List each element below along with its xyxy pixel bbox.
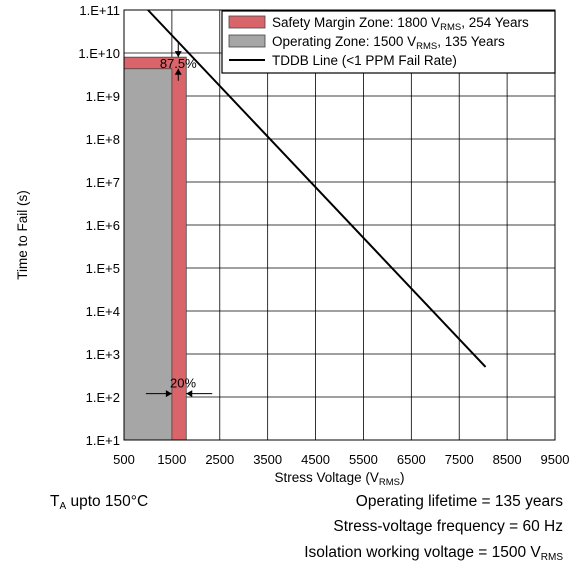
plot-frame — [123, 9, 556, 441]
y-tick-label-1.E+9: 1.E+9 — [86, 89, 120, 104]
tddb-line — [147, 9, 487, 368]
note-ta-prefix: T — [50, 493, 60, 510]
legend-swatch-1 — [228, 34, 266, 48]
dim-87-up-arrow — [174, 68, 182, 75]
dim-20-right-arrow — [165, 390, 172, 398]
x-tick-label-9500: 9500 — [541, 452, 570, 467]
note-iso-prefix: Isolation working voltage = 1500 V — [304, 544, 541, 561]
legend-box — [221, 10, 556, 74]
y-tick-label-1.E+7: 1.E+7 — [86, 175, 120, 190]
y-tick-label-1.E+10: 1.E+10 — [78, 46, 120, 61]
note-ta-rest: upto 150°C — [66, 493, 149, 510]
tddb-chart: 500 1500 2500 3500 4500 5500 6500 7500 8500 9500 … — [15, 3, 569, 488]
note-stress-frequency: Stress-voltage frequency = 60 Hz — [333, 518, 563, 535]
x-tick-label-5500: 5500 — [349, 452, 378, 467]
zones — [123, 56, 187, 441]
y-tick-label-1.E+6: 1.E+6 — [86, 218, 120, 233]
annotation-87-5-percent: 87.5% — [160, 56, 197, 71]
dim-87-down-arrow — [174, 51, 182, 58]
y-tick-label-1.E+3: 1.E+3 — [86, 347, 120, 362]
legend-swatch-0 — [228, 15, 266, 29]
series — [147, 9, 487, 368]
y-tick-label-1.E+11: 1.E+11 — [79, 3, 120, 18]
x-tick-label-2500: 2500 — [205, 452, 234, 467]
y-tick-label-1.E+1: 1.E+1 — [86, 433, 120, 448]
y-axis-label: Time to Fail (s) — [15, 190, 30, 280]
x-axis-label: Stress Voltage (VRMS) — [275, 470, 405, 488]
x-tick-label-4500: 4500 — [301, 452, 330, 467]
x-tick-label-6500: 6500 — [397, 452, 426, 467]
dim-20-left-arrow — [186, 390, 193, 398]
note-temperature: TA upto 150°C — [50, 493, 148, 512]
x-tick-label-3500: 3500 — [253, 452, 282, 467]
annotation-20-percent: 20% — [170, 376, 196, 391]
x-tick-label-1500: 1500 — [157, 452, 186, 467]
legend: Safety Margin Zone: 1800 VRMS, 254 Years… — [221, 10, 556, 74]
annotations: 87.5% 20% — [145, 43, 213, 398]
y-tick-labels: 1.E+1 1.E+2 1.E+3 1.E+4 1.E+5 1.E+6 1.E+7 1.E+8… — [78, 3, 120, 448]
note-iso-sub: RMS — [540, 552, 563, 563]
x-tick-label-7500: 7500 — [445, 452, 474, 467]
x-axis-label-sub: RMS — [379, 477, 400, 488]
x-tick-label-8500: 8500 — [493, 452, 522, 467]
y-tick-label-1.E+5: 1.E+5 — [86, 261, 120, 276]
legend-label-0: Safety Margin Zone: 1800 VRMS, 254 Years — [272, 15, 529, 33]
y-tick-label-1.E+8: 1.E+8 — [86, 132, 120, 147]
legend-label-2: TDDB Line (<1 PPM Fail Rate) — [272, 53, 457, 68]
x-tick-label-500: 500 — [113, 452, 135, 467]
x-axis-label-end: ) — [400, 470, 405, 485]
note-ta-sub: A — [59, 501, 67, 512]
note-isolation-voltage: Isolation working voltage = 1500 VRMS — [304, 544, 563, 563]
operating-zone — [123, 68, 173, 441]
y-tick-label-1.E+4: 1.E+4 — [86, 304, 120, 319]
note-operating-lifetime: Operating lifetime = 135 years — [355, 493, 563, 510]
x-tick-labels: 500 1500 2500 3500 4500 5500 6500 7500 8500 9500 — [113, 452, 569, 467]
y-tick-label-1.E+2: 1.E+2 — [86, 390, 120, 405]
x-axis-label-text: Stress Voltage (V — [275, 470, 379, 485]
legend-label-1: Operating Zone: 1500 VRMS, 135 Years — [272, 34, 505, 52]
